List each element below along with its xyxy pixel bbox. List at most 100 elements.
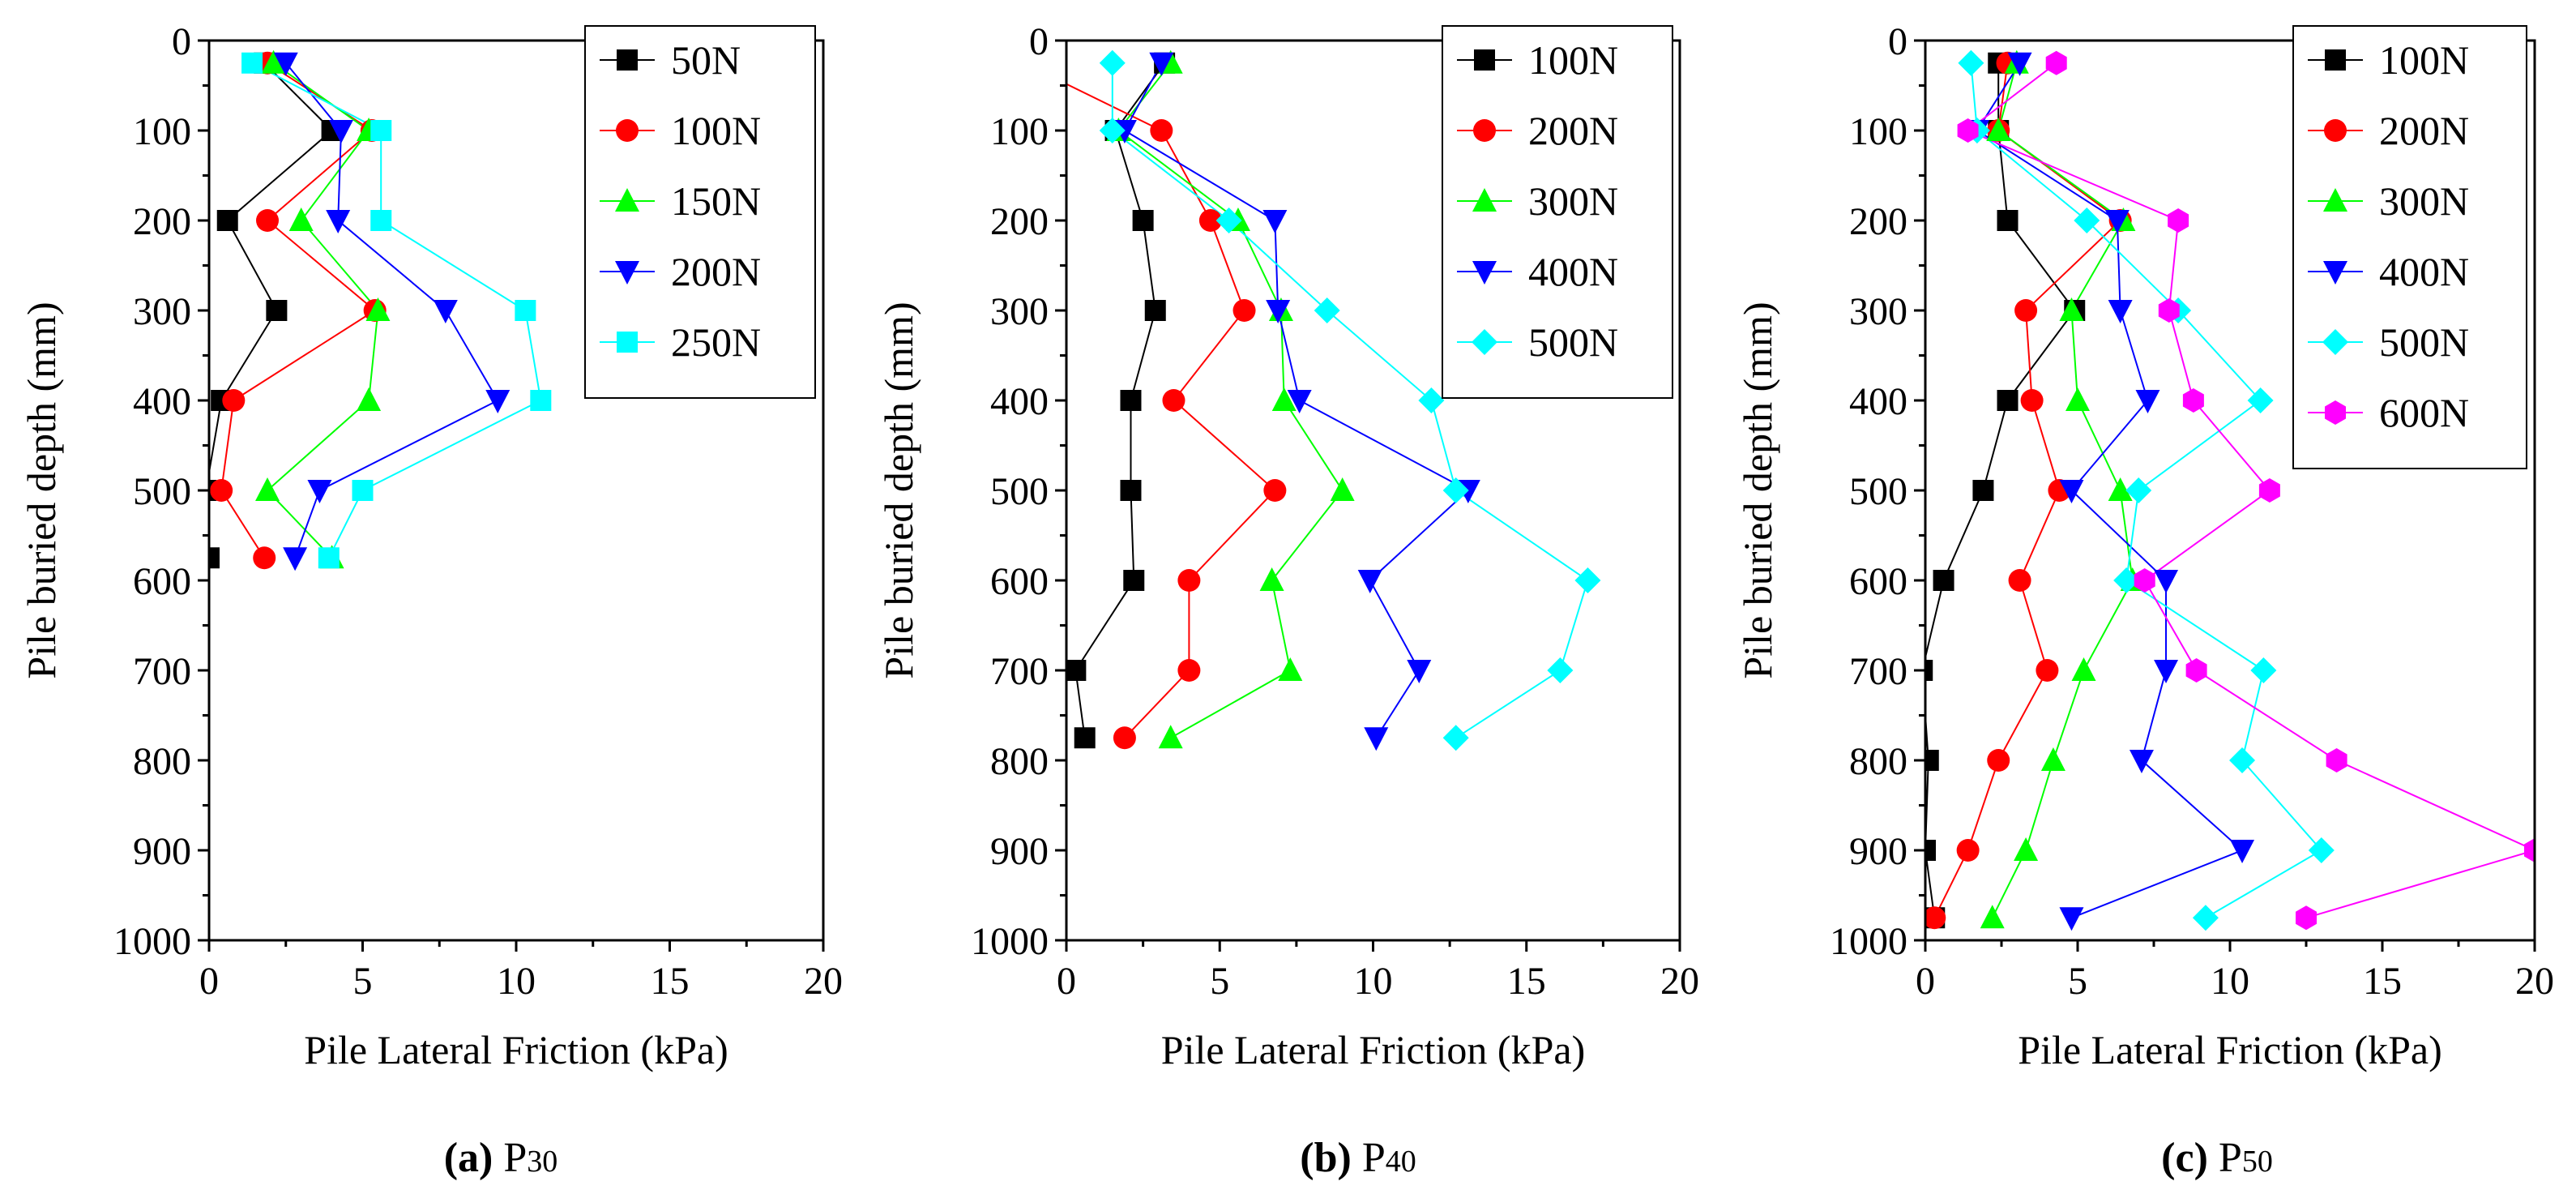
- legend-marker-400N: [1472, 261, 1497, 285]
- data-point-250N: [352, 480, 374, 501]
- y-tick-label: 700: [133, 650, 191, 693]
- data-point-250N: [370, 120, 392, 141]
- data-point-600N: [2168, 208, 2189, 233]
- data-point-50N: [266, 300, 288, 321]
- y-tick-label: 100: [990, 110, 1049, 153]
- data-point-150N: [261, 49, 286, 74]
- data-point-100N: [1066, 660, 1087, 681]
- data-point-500N: [2247, 387, 2274, 413]
- data-point-200N: [1263, 479, 1287, 502]
- data-point-150N: [288, 208, 314, 231]
- data-point-400N: [2129, 750, 2154, 773]
- data-point-200N: [2020, 389, 2044, 412]
- data-point-400N: [2135, 390, 2160, 413]
- data-point-300N: [2040, 747, 2065, 771]
- x-tick-label: 0: [1916, 960, 1935, 1003]
- y-tick-label: 200: [1849, 200, 1907, 243]
- y-tick-label: 300: [1849, 290, 1907, 333]
- caption-subscript: 30: [527, 1145, 557, 1179]
- legend-marker-600N: [2325, 400, 2346, 425]
- panel-caption: (a) P30: [444, 1135, 558, 1181]
- x-tick-label: 15: [1507, 960, 1546, 1003]
- caption-subscript: 50: [2242, 1145, 2273, 1179]
- data-point-100N: [222, 389, 246, 412]
- data-point-300N: [1278, 657, 1303, 681]
- data-point-100N: [1144, 300, 1166, 321]
- legend-label-300N: 300N: [2379, 178, 2469, 224]
- data-point-400N: [1357, 570, 1382, 593]
- data-point-200N: [1987, 749, 2010, 772]
- y-tick-label: 700: [990, 650, 1049, 693]
- data-point-600N: [2258, 478, 2280, 503]
- data-point-500N: [2308, 837, 2335, 863]
- data-point-400N: [2154, 570, 2179, 593]
- data-point-200N: [326, 210, 351, 233]
- data-point-600N: [2524, 838, 2535, 862]
- y-tick-label: 200: [133, 200, 191, 243]
- x-tick-label: 5: [1210, 960, 1229, 1003]
- data-point-150N: [365, 297, 391, 321]
- series-line-200N: [1066, 83, 1276, 738]
- x-tick-label: 20: [2515, 960, 2554, 1003]
- data-point-300N: [2065, 387, 2090, 411]
- data-point-100N: [253, 546, 276, 570]
- y-tick-label: 0: [1029, 20, 1049, 63]
- caption-subscript: 40: [1386, 1145, 1416, 1179]
- data-point-100N: [1074, 727, 1096, 749]
- legend-marker-200N: [1473, 119, 1496, 142]
- data-point-600N: [2326, 748, 2347, 772]
- legend-marker-150N: [615, 188, 639, 212]
- data-point-200N: [2036, 659, 2059, 682]
- data-point-400N: [2154, 660, 2179, 683]
- data-point-400N: [2007, 52, 2032, 76]
- legend-label-400N: 400N: [2379, 249, 2469, 294]
- x-tick-label: 0: [199, 960, 219, 1003]
- panel-a: 0 5 10 15 2001002003004005006007008009001000…: [19, 20, 843, 1181]
- data-point-300N: [2108, 477, 2133, 501]
- data-point-50N: [216, 210, 238, 231]
- data-point-200N: [1925, 906, 1946, 930]
- data-point-600N: [1957, 118, 1979, 143]
- y-tick-label: 600: [990, 560, 1049, 603]
- y-tick-label: 1000: [971, 920, 1049, 963]
- legend-label-200N: 200N: [2379, 108, 2469, 153]
- data-point-100N: [1933, 570, 1954, 591]
- caption-text: P: [1352, 1135, 1386, 1181]
- data-point-400N: [1149, 52, 1174, 76]
- data-point-300N: [1330, 477, 1355, 501]
- y-tick-label: 0: [1888, 20, 1907, 63]
- series-line-200N: [1933, 62, 2122, 918]
- y-tick-label: 1000: [113, 920, 191, 963]
- data-point-300N: [1986, 118, 2011, 141]
- y-tick-label: 1000: [1830, 920, 1907, 963]
- y-axis-title: Pile buried depth (mm): [1735, 302, 1780, 678]
- legend-label-100N: 100N: [2379, 37, 2469, 83]
- data-point-200N: [1177, 569, 1201, 592]
- legend-label-100N: 100N: [1528, 37, 1618, 83]
- y-tick-label: 200: [990, 200, 1049, 243]
- x-axis-title: Pile Lateral Friction (kPa): [1161, 1027, 1585, 1072]
- legend-label-500N: 500N: [2379, 319, 2469, 365]
- caption-label: (c): [2161, 1135, 2208, 1181]
- data-point-400N: [1262, 210, 1288, 233]
- y-tick-label: 500: [990, 470, 1049, 513]
- data-point-200N: [2014, 299, 2038, 322]
- data-point-500N: [1099, 49, 1126, 76]
- data-point-500N: [2074, 208, 2100, 233]
- legend-label-400N: 400N: [1528, 249, 1618, 294]
- y-axis-title: Pile buried depth (mm): [876, 302, 921, 678]
- x-tick-label: 5: [2068, 960, 2087, 1003]
- panel-caption: (b) P40: [1300, 1135, 1416, 1181]
- data-point-400N: [2059, 480, 2084, 503]
- y-tick-label: 100: [133, 110, 191, 153]
- panel-c: 0 5 10 15 2001002003004005006007008009001000…: [1735, 20, 2554, 1181]
- data-point-600N: [2182, 388, 2204, 413]
- legend-box: [2292, 25, 2527, 469]
- data-point-100N: [1120, 480, 1142, 501]
- data-point-300N: [1980, 905, 2005, 929]
- data-point-400N: [2108, 300, 2133, 323]
- data-point-200N: [485, 390, 511, 413]
- data-point-500N: [1314, 297, 1340, 323]
- x-tick-label: 15: [2363, 960, 2402, 1003]
